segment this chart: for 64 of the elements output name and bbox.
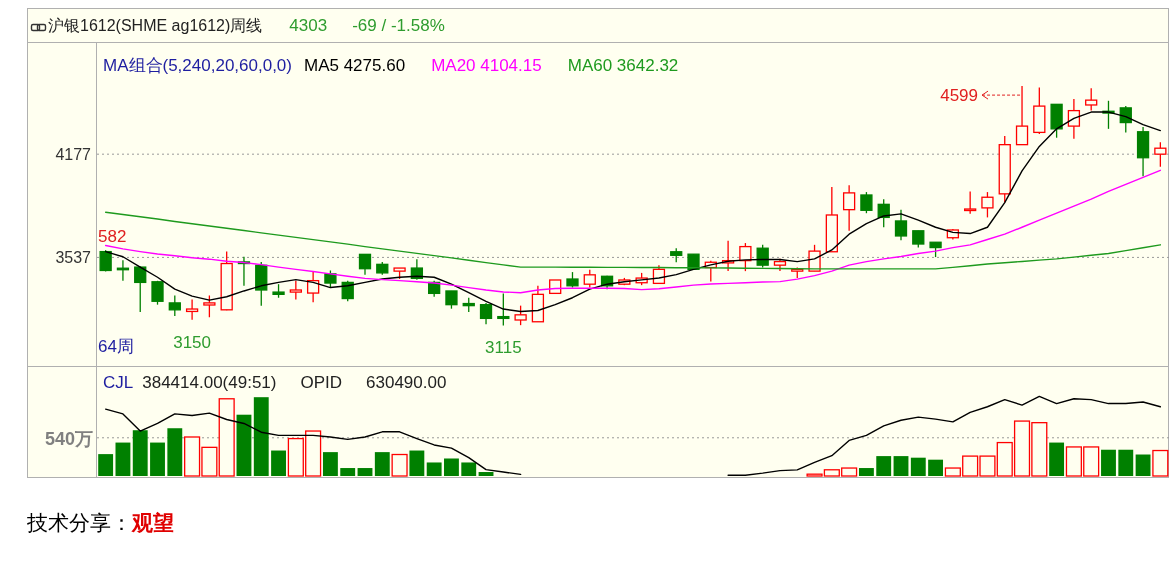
candlestick [894, 209, 908, 241]
candlestick [514, 304, 527, 326]
chart-title: 沪银1612(SHME ag1612)周线 [48, 17, 263, 34]
bar [1049, 442, 1065, 476]
candlestick [203, 294, 216, 318]
bar [858, 468, 874, 476]
bar [409, 450, 425, 476]
candlestick [185, 298, 199, 321]
bar [340, 468, 356, 476]
bar [893, 456, 909, 476]
bar [357, 468, 373, 476]
text: OPID [300, 373, 343, 392]
bar [374, 452, 390, 476]
text: MA60 3642.32 [567, 56, 679, 75]
y-tick-label: 4177 [55, 146, 92, 164]
text: MA20 4104.15 [431, 56, 542, 75]
text: 4303 [289, 16, 328, 35]
candlestick [1015, 85, 1029, 146]
bar [253, 397, 269, 476]
candlestick [964, 190, 977, 215]
ref-line-label: 540万 [44, 428, 93, 449]
text: MA5 4275.60 [303, 56, 406, 75]
bar [132, 430, 148, 476]
bar [271, 450, 286, 476]
bar [910, 457, 926, 476]
bar [1101, 449, 1116, 476]
bar [1118, 449, 1134, 476]
candlestick [497, 292, 510, 327]
text: CJL [103, 373, 134, 392]
text: -69 / -1.58% [352, 16, 445, 35]
candlestick [739, 242, 752, 272]
candlestick [1085, 87, 1098, 112]
candlestick [479, 302, 493, 325]
legend-title: MA组合(5,240,20,60,0,0) [103, 56, 292, 75]
bar [876, 456, 892, 476]
candlestick [289, 279, 302, 301]
bar [928, 459, 944, 476]
bar [444, 458, 459, 476]
annotation: 582 [98, 227, 127, 247]
text: 384414.00(49:51) [142, 373, 277, 392]
candlestick [1067, 98, 1081, 140]
bar [478, 472, 494, 476]
bar [150, 442, 165, 476]
y-tick-label: 3537 [55, 249, 92, 267]
text: 技术分享：观望 [26, 510, 174, 535]
annotation: 3150 [173, 332, 212, 352]
bar [461, 462, 477, 476]
bar [322, 452, 338, 476]
candlestick [860, 191, 873, 214]
candlestick [168, 294, 181, 317]
bar [98, 454, 114, 476]
candlestick [134, 265, 147, 313]
bar [236, 414, 252, 476]
candlestick [358, 253, 372, 276]
annotation: 3115 [485, 338, 522, 358]
annotation: 4599 [940, 86, 979, 106]
bar [167, 428, 183, 476]
text: 630490.00 [366, 373, 447, 392]
annotation: 64周 [98, 337, 134, 356]
bar [115, 442, 131, 476]
candlestick [842, 184, 856, 232]
bar [426, 462, 442, 476]
bar [1135, 454, 1151, 476]
candlestick [981, 191, 994, 219]
